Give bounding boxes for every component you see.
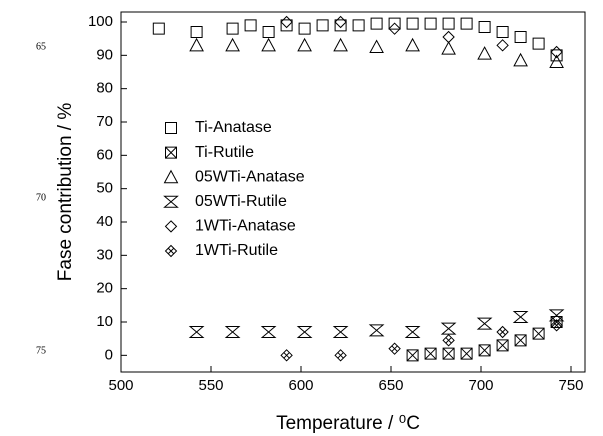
data-point	[476, 317, 493, 330]
y-axis-title: Fase contribution / %	[55, 103, 76, 282]
data-point	[368, 324, 385, 337]
x-tick-label: 600	[288, 377, 313, 394]
data-point	[262, 26, 275, 38]
y-tick-label: 70	[96, 113, 113, 130]
data-point	[369, 39, 384, 53]
data-point	[512, 311, 529, 323]
y-tick-label: 20	[96, 280, 113, 297]
x-tick-label: 550	[198, 377, 223, 394]
data-point	[442, 334, 455, 347]
data-point	[280, 19, 293, 32]
data-point	[188, 326, 205, 338]
data-point	[477, 46, 492, 60]
data-point	[332, 326, 349, 338]
x-tick-label: 650	[378, 377, 403, 394]
data-point	[478, 344, 491, 357]
x-tick-label: 750	[558, 377, 583, 394]
data-point	[513, 52, 528, 67]
data-point	[260, 326, 277, 338]
data-point	[532, 327, 545, 340]
data-point	[550, 49, 563, 62]
data-point	[442, 30, 455, 44]
data-point	[405, 37, 420, 52]
legend-label: Ti-Anatase	[195, 119, 272, 136]
margin-label: 65	[36, 41, 46, 52]
data-point	[496, 26, 509, 38]
x-axis-title: Temperature / ⁰C	[276, 413, 420, 434]
data-point	[496, 339, 509, 352]
data-point	[334, 19, 347, 32]
x-tick-label: 700	[468, 377, 493, 394]
data-point	[440, 322, 457, 335]
legend-label: 1WTi-Rutile	[195, 242, 278, 259]
legend-marker	[165, 146, 177, 159]
data-point	[296, 326, 313, 338]
data-point	[478, 21, 491, 33]
plot-frame	[120, 11, 586, 373]
margin-label: 75	[36, 345, 46, 356]
margin-label: 70	[36, 192, 46, 203]
data-point	[514, 31, 527, 43]
data-point	[225, 37, 240, 52]
data-point	[352, 19, 365, 32]
data-point	[388, 22, 401, 35]
data-point	[334, 349, 347, 362]
legend-marker	[164, 244, 178, 258]
data-point	[496, 39, 509, 52]
y-tick-label: 90	[96, 46, 113, 63]
data-point	[316, 19, 329, 32]
data-point	[261, 37, 276, 52]
data-point	[424, 347, 437, 360]
data-point	[297, 37, 312, 52]
data-point	[460, 17, 473, 30]
legend-label: 05WTi-Rutile	[195, 193, 287, 210]
data-point	[514, 334, 527, 347]
x-tick-label: 500	[108, 377, 133, 394]
data-point	[244, 19, 257, 32]
legend-marker	[164, 220, 178, 233]
data-point	[189, 37, 204, 52]
y-tick-label: 10	[96, 313, 113, 330]
data-point	[280, 349, 293, 362]
y-tick-label: 0	[105, 346, 113, 363]
y-tick-label: 60	[96, 146, 113, 163]
data-point	[280, 15, 293, 29]
legend-marker	[163, 169, 179, 184]
data-point	[406, 349, 419, 362]
data-point	[406, 17, 419, 30]
data-point	[424, 17, 437, 30]
data-point	[442, 347, 455, 360]
data-point	[496, 325, 509, 339]
data-point	[226, 22, 239, 35]
data-point	[298, 22, 311, 35]
legend-marker	[165, 122, 177, 134]
y-tick-label: 30	[96, 246, 113, 263]
y-tick-label: 40	[96, 213, 113, 230]
y-tick-label: 50	[96, 180, 113, 197]
data-point	[460, 347, 473, 360]
data-point	[370, 17, 383, 30]
legend-marker	[163, 195, 179, 208]
data-point	[190, 26, 203, 38]
legend-label: 1WTi-Anatase	[195, 218, 296, 235]
data-point	[549, 54, 564, 68]
data-point	[532, 37, 545, 50]
data-point	[388, 342, 401, 355]
data-point	[442, 17, 455, 30]
data-point	[404, 326, 421, 338]
data-point	[152, 22, 165, 35]
data-point	[550, 45, 563, 59]
legend-label: Ti-Rutile	[195, 144, 254, 161]
data-point	[550, 319, 563, 332]
data-point	[441, 41, 456, 55]
legend-label: 05WTi-Anatase	[195, 168, 305, 185]
data-point	[548, 309, 565, 322]
data-point	[334, 15, 347, 29]
y-tick-label: 80	[96, 80, 113, 97]
data-point	[333, 37, 348, 52]
y-tick-label: 100	[88, 13, 113, 30]
data-point	[224, 326, 241, 338]
